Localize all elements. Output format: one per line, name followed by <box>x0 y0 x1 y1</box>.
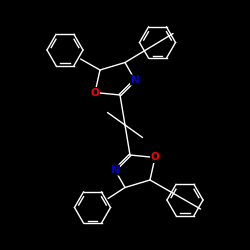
Text: N: N <box>130 75 140 85</box>
Text: N: N <box>110 165 120 175</box>
Text: O: O <box>90 88 100 98</box>
Text: O: O <box>150 152 160 162</box>
